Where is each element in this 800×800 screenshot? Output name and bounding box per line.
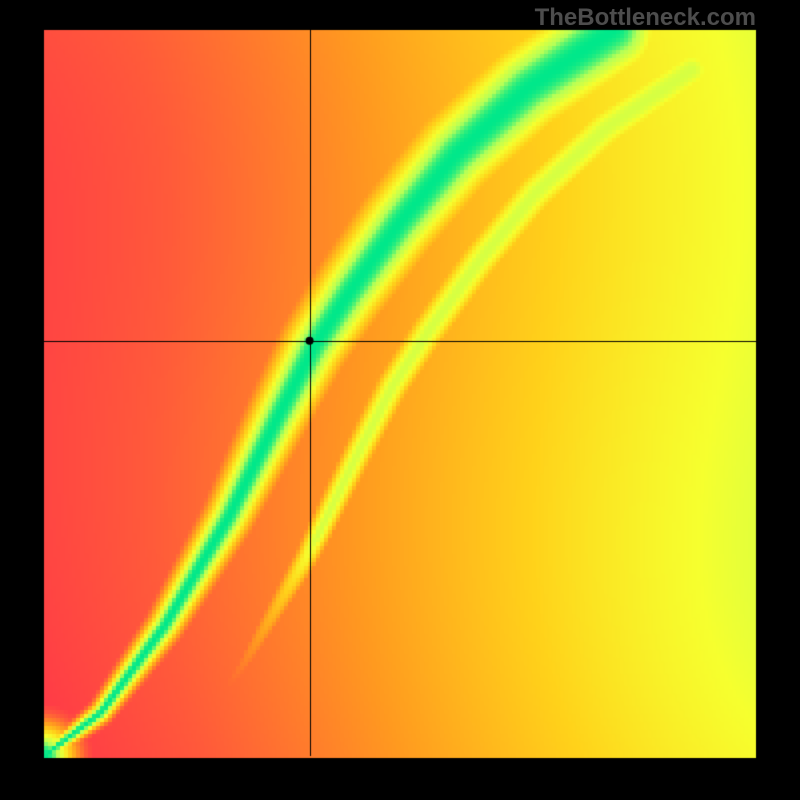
chart-container: TheBottleneck.com [0, 0, 800, 800]
heatmap-plot [0, 0, 800, 800]
watermark-text: TheBottleneck.com [535, 4, 756, 32]
